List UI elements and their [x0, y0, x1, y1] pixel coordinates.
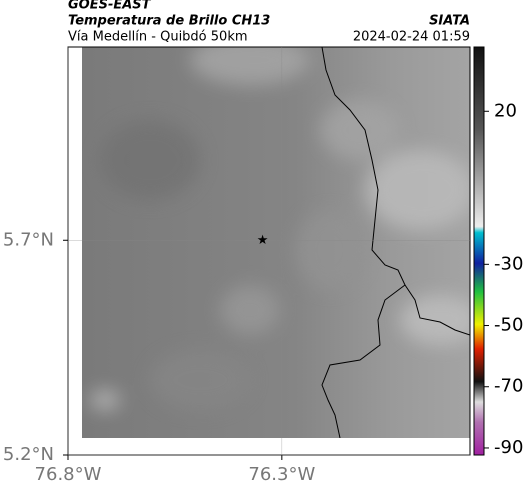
- x-tick-label: 76.8°W: [35, 464, 102, 485]
- y-tick-label: 5.2°N: [3, 444, 54, 465]
- location-marker: ★: [257, 233, 269, 248]
- colorbar-tick-label: 20: [494, 100, 517, 121]
- colorbar-tick-label: -30: [494, 253, 523, 274]
- title: GOES-EAST: [68, 0, 152, 13]
- x-tick-label: 76.3°W: [248, 464, 315, 485]
- colorbar-tick-label: -50: [494, 315, 523, 336]
- satellite-image: [82, 47, 470, 438]
- timestamp: 2024-02-24 01:59: [353, 30, 470, 45]
- colorbar-tick-label: -70: [494, 376, 523, 397]
- colorbar: [473, 46, 485, 456]
- subtitle: Temperatura de Brillo CH13: [68, 14, 270, 29]
- source: SIATA: [429, 14, 470, 29]
- route: Vía Medellín - Quibdó 50km: [68, 30, 248, 45]
- colorbar-tick-label: -90: [494, 437, 523, 458]
- y-tick-label: 5.7°N: [3, 229, 54, 250]
